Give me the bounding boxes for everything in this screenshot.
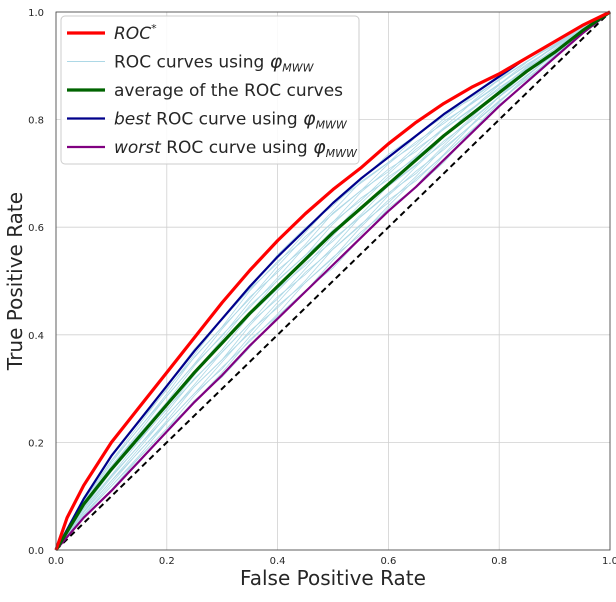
roc-mww-curve [55, 11, 611, 551]
x-tick-label: 1.0 [602, 556, 616, 567]
roc-mww-curve [55, 11, 611, 551]
roc-mww-curve [55, 11, 611, 551]
tick-labels: 0.0 0.2 0.4 0.6 0.8 1.0 0.0 0.2 0.4 0.6 0.8 1.0 [28, 8, 616, 567]
y-tick-label: 0.6 [28, 223, 44, 234]
x-tick-label: 0.6 [380, 556, 396, 567]
legend-label: ROC curves using φMWW [114, 51, 315, 75]
legend-item-roc-star: ROC* [67, 22, 157, 44]
series-line-worst [55, 11, 611, 551]
roc-mww-curve [55, 11, 611, 551]
series-line-chance [55, 11, 611, 551]
series-lines [54, 10, 611, 551]
y-tick-label: 0.2 [28, 438, 44, 449]
x-tick-label: 0.4 [270, 556, 286, 567]
x-axis-label: False Positive Rate [240, 566, 426, 590]
y-tick-label: 0.8 [28, 116, 44, 127]
legend-label: average of the ROC curves [114, 81, 343, 101]
legend-item-best: best ROC curve using φMWW [67, 108, 348, 132]
legend: ROC* ROC curves using φMWW average of the … [60, 15, 360, 165]
roc-mww-curve [55, 11, 611, 551]
legend-label: ROC* [114, 22, 157, 44]
legend-label: best ROC curve using φMWW [114, 108, 348, 132]
y-tick-label: 1.0 [28, 8, 44, 19]
x-tick-label: 0.8 [491, 556, 507, 567]
legend-item-worst: worst ROC curve using φMWW [67, 136, 358, 160]
plot-frame [55, 11, 611, 551]
legend-box [60, 15, 360, 165]
legend-label: worst ROC curve using φMWW [114, 136, 358, 160]
x-tick-label: 0.0 [48, 556, 64, 567]
y-tick-label: 0.0 [28, 546, 44, 557]
y-axis-label: True Positive Rate [3, 192, 27, 371]
roc-mww-curve [55, 11, 611, 551]
x-tick-label: 0.2 [159, 556, 175, 567]
series-line-roc-star [54, 10, 611, 551]
legend-item-average: average of the ROC curves [67, 81, 343, 101]
y-tick-label: 0.4 [28, 331, 44, 342]
series-line-average [54, 10, 611, 551]
legend-item-roc-mww: ROC curves using φMWW [67, 51, 315, 75]
